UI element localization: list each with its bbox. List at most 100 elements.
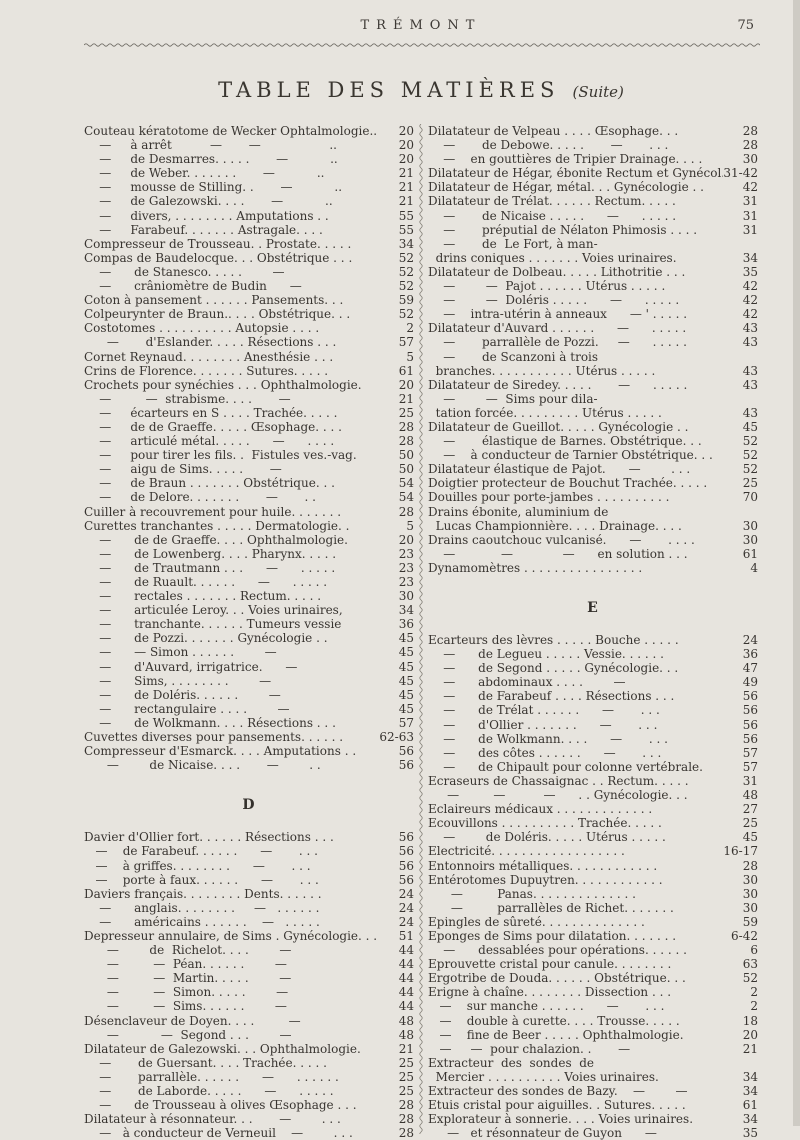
toc-page-ref: 24 xyxy=(742,633,758,647)
toc-page-ref: 42 xyxy=(742,180,758,195)
toc-entry-text: — de Delore. . . . . . . — . . xyxy=(84,490,316,505)
toc-page-ref: 43 xyxy=(742,321,758,336)
toc-row: Extracteur des sondes de Bazy. — — 34 xyxy=(428,1084,758,1098)
toc-page-ref: 63 xyxy=(742,957,758,972)
toc-column-left: Couteau kératotome de Wecker Ophtalmolog… xyxy=(84,124,414,1140)
toc-row: — Panas. . . . . . . . . . . . . . 30 xyxy=(428,887,758,901)
toc-page-ref: 28 xyxy=(398,419,414,434)
toc-row: — de Stanesco. . . . . — 52 xyxy=(84,265,414,279)
toc-row: — — Doléris . . . . . — . . . . . 42 xyxy=(428,293,758,307)
toc-entry-text: — dessablées pour opérations. . . . . . xyxy=(428,943,687,958)
toc-page-ref: 52 xyxy=(398,279,414,294)
toc-entry-text: — rectangulaire . . . . — xyxy=(84,701,290,716)
toc-page-ref: 4 xyxy=(750,560,758,575)
toc-row: — de Richelot. . . . — 44 xyxy=(84,943,414,957)
toc-entry-text: Compresseur d'Esmarck. . . . Amputations… xyxy=(84,744,357,759)
toc-row: — à arrêt — — .. 20 xyxy=(84,138,414,152)
toc-row: — de Nicaise. . . . — . . 56 xyxy=(84,758,414,772)
toc-row: — de Ruault. . . . . . — . . . . . 23 xyxy=(84,575,414,589)
toc-entry-text: — de Segond . . . . . Gynécologie. . . xyxy=(428,661,679,676)
toc-entry-text: — parrallèle. . . . . . — . . . . . . xyxy=(84,1069,339,1084)
toc-page-ref: 23 xyxy=(398,546,414,561)
toc-row: Crochets pour synéchies . . . Ophthalmol… xyxy=(84,378,414,392)
toc-row: Dilatateur de Gueillot. . . . . Gynécolo… xyxy=(428,420,758,434)
toc-entry-text: — de Lowenberg. . . . Pharynx. . . . . xyxy=(84,546,337,561)
toc-row: — — pour chalazion. . — 21 xyxy=(428,1042,758,1056)
toc-row: — mousse de Stilling. . — .. 21 xyxy=(84,180,414,194)
toc-page-ref: 28 xyxy=(398,1112,414,1127)
toc-row: Etuis cristal pour aiguilles. . Sutures.… xyxy=(428,1098,758,1112)
toc-row: Douilles pour porte-jambes . . . . . . .… xyxy=(428,490,758,504)
toc-entry-text: — — — . . Gynécologie. . . xyxy=(428,788,688,803)
toc-page-ref: 34 xyxy=(398,236,414,251)
toc-entry-text: Drains ébonite, aluminium de xyxy=(428,504,609,519)
toc-entry-text: Epingles de sûreté. . . . . . . . . . . … xyxy=(428,914,645,929)
toc-page-ref: 21 xyxy=(742,1041,758,1056)
toc-entry-text: Davier d'Ollier fort. . . . . . Résectio… xyxy=(84,830,334,845)
toc-entry-text: Extracteur des sondes de xyxy=(428,1055,595,1070)
toc-page-ref: 55 xyxy=(398,222,414,237)
toc-row: Dynamomètres . . . . . . . . . . . . . .… xyxy=(428,561,758,575)
toc-row: — fine de Beer . . . . . Ophthalmologie.… xyxy=(428,1028,758,1042)
toc-page-ref: 56 xyxy=(742,731,758,746)
toc-page-ref: 21 xyxy=(398,180,414,195)
toc-row: — Farabeuf. . . . . . . Astragale. . . .… xyxy=(84,223,414,237)
toc-row: — — Martin. . . . . — 44 xyxy=(84,971,414,985)
toc-entry-text: — de Trautmann . . . — . . . . . xyxy=(84,560,336,575)
toc-page-ref: 61 xyxy=(398,363,414,378)
toc-row: Dilatateur de Siredey. . . . . — . . . .… xyxy=(428,378,758,392)
toc-page-ref: 56 xyxy=(398,872,414,887)
toc-entry-text: — de Stanesco. . . . . — xyxy=(84,264,285,279)
toc-row: Eclaireurs médicaux . . . . . . . . . . … xyxy=(428,802,758,816)
toc-entry-text: — américains . . . . . . — . . . . . xyxy=(84,914,320,929)
toc-page-ref: 36 xyxy=(398,617,414,632)
toc-entry-text: — de Nicaise . . . . . — . . . . . xyxy=(428,208,677,223)
toc-row: — de Doléris. . . . . . — 45 xyxy=(84,688,414,702)
toc-entry-text: — de Le Fort, à man- xyxy=(428,236,598,251)
toc-page-ref: 45 xyxy=(398,673,414,688)
toc-entry-text: — de Wolkmann. . . . Résections . . . xyxy=(84,715,336,730)
toc-page-ref: 43 xyxy=(742,363,758,378)
toc-page-ref: 30 xyxy=(742,886,758,901)
toc-row: — — Sims pour dila- xyxy=(428,392,758,406)
toc-row: — de Farabeuf. . . . . . — . . . 56 xyxy=(84,844,414,858)
toc-entry-text: Depresseur annulaire, de Sims . Gynécolo… xyxy=(84,928,378,943)
toc-row: — de Galezowski. . . . — .. 21 xyxy=(84,194,414,208)
toc-page-ref: 56 xyxy=(398,744,414,759)
toc-page-ref xyxy=(724,505,758,519)
toc-row: — parrallèle. . . . . . — . . . . . . 25 xyxy=(84,1070,414,1084)
toc-entry-text: — de Doléris. . . . . Utérus . . . . . xyxy=(428,830,666,845)
toc-page-ref: 28 xyxy=(742,124,758,138)
toc-page-ref: 31 xyxy=(742,222,758,237)
toc-row: — de Scanzoni à trois xyxy=(428,350,758,364)
toc-page-ref: 31 xyxy=(742,194,758,209)
toc-page-ref: 25 xyxy=(398,1069,414,1084)
toc-page-ref: 21 xyxy=(398,1041,414,1056)
toc-entry-text: — anglais. . . . . . . . — . . . . . . xyxy=(84,900,320,915)
toc-row: — articulé métal. . . . . — . . . . 28 xyxy=(84,434,414,448)
toc-page-ref: 25 xyxy=(742,476,758,491)
toc-row: — — — . . Gynécologie. . . 48 xyxy=(428,788,758,802)
toc-row: — — Simon . . . . . . — 45 xyxy=(84,645,414,659)
toc-entry-text: — pour tirer les fils. . Fistules ves.-v… xyxy=(84,448,357,463)
toc-row: — crâniomètre de Budin — 52 xyxy=(84,279,414,293)
toc-page-ref: 45 xyxy=(398,631,414,646)
toc-page-ref: 42 xyxy=(742,293,758,308)
toc-page-ref: 61 xyxy=(742,1098,758,1113)
toc-page-ref: 56 xyxy=(398,830,414,845)
toc-entry-text: Etuis cristal pour aiguilles. . Sutures.… xyxy=(428,1098,686,1113)
toc-page-ref: 57 xyxy=(398,715,414,730)
toc-entry-text: Entérotomes Dupuytren. . . . . . . . . .… xyxy=(428,872,663,887)
toc-page-ref: 24 xyxy=(398,914,414,929)
column-divider xyxy=(414,124,428,1140)
toc-entry-text: Lucas Championnière. . . . Drainage. . .… xyxy=(428,518,682,533)
toc-page-ref xyxy=(724,392,758,406)
toc-row: — d'Eslander. . . . . Résections . . . 57 xyxy=(84,335,414,349)
toc-entry-text: — de Legueu . . . . . Vessie. . . . . . xyxy=(428,647,664,662)
toc-entry-text: — en gouttières de Tripier Drainage. . .… xyxy=(428,152,703,167)
toc-row: Couteau kératotome de Wecker Ophtalmolog… xyxy=(84,124,414,138)
toc-page-ref: 56 xyxy=(398,844,414,859)
toc-page-ref: 27 xyxy=(742,802,758,817)
toc-row: Crins de Florence. . . . . . . Sutures. … xyxy=(84,364,414,378)
toc-page-ref: 48 xyxy=(398,1027,414,1042)
